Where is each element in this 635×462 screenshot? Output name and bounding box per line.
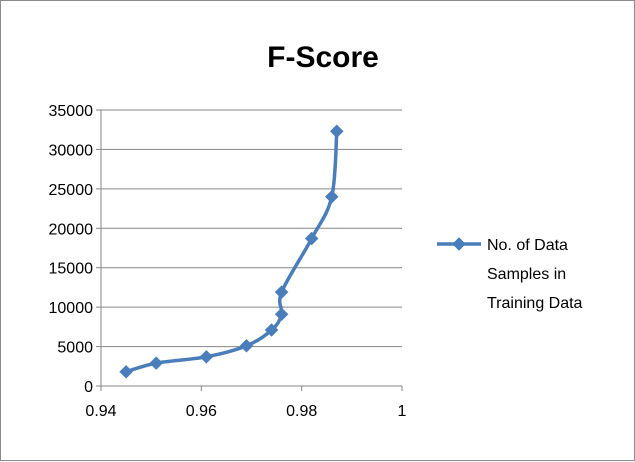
- axes: [100, 110, 402, 387]
- y-tick-label: 10000: [49, 300, 94, 317]
- x-axis-ticks: 0.94 0.96 0.98 1: [85, 386, 407, 420]
- data-point-marker: [149, 356, 164, 370]
- legend-label: No. of Data: [487, 237, 568, 254]
- data-point-marker: [264, 323, 279, 337]
- y-tick-label: 20000: [49, 221, 94, 238]
- y-tick-label: 5000: [57, 340, 93, 357]
- y-tick-label: 35000: [49, 103, 94, 120]
- y-tick-label: 30000: [49, 142, 94, 159]
- data-point-marker: [329, 124, 344, 139]
- legend-label: Training Data: [487, 295, 583, 312]
- series-line: [124, 129, 339, 374]
- x-tick-label: 0.98: [286, 403, 317, 420]
- data-point-marker: [274, 307, 289, 322]
- chart-title: F-Score: [267, 41, 379, 74]
- series-layer: [119, 124, 344, 379]
- data-point-marker: [119, 364, 133, 379]
- data-point-marker: [199, 349, 214, 364]
- y-tick-label: 25000: [49, 182, 94, 199]
- data-point-marker: [239, 338, 254, 353]
- legend-label: Samples in: [487, 266, 566, 283]
- gridlines: [101, 109, 402, 348]
- x-tick-label: 0.96: [186, 403, 217, 420]
- x-tick-label: 1: [398, 403, 407, 420]
- data-point-marker: [274, 285, 289, 300]
- y-tick-label: 15000: [49, 261, 94, 278]
- y-axis-ticks: 0 5000 10000 15000 20000 25000 30000 35000: [49, 103, 101, 396]
- data-point-marker: [324, 189, 339, 204]
- legend: No. of Data Samples in Training Data: [437, 237, 583, 312]
- y-tick-label: 0: [84, 379, 93, 396]
- data-point-marker: [304, 231, 319, 246]
- legend-marker: [452, 237, 466, 251]
- x-tick-label: 0.94: [85, 403, 116, 420]
